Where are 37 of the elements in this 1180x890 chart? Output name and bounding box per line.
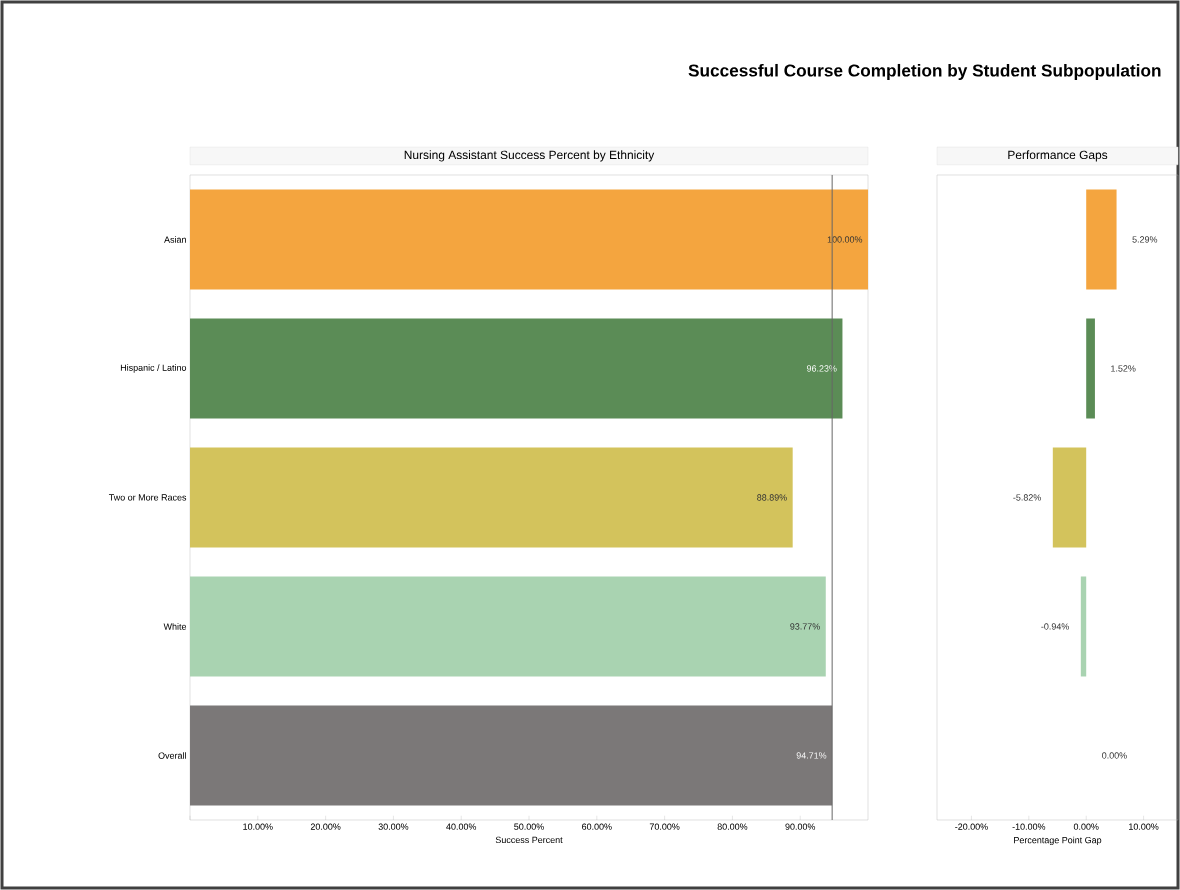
x-tick-label: 10.00% xyxy=(1129,823,1159,830)
data-label: -0.94% xyxy=(1041,623,1069,630)
data-label: 96.23% xyxy=(806,365,837,372)
x-axis-title: Percentage Point Gap xyxy=(1014,836,1102,846)
y-tick-label: White xyxy=(163,623,187,630)
text: Successful Course Completion by Student Subpopulation xyxy=(688,63,1161,81)
x-tick-label: 50.00% xyxy=(514,823,544,830)
data-label: 0.00% xyxy=(1102,752,1127,759)
y-tick-label: Overall xyxy=(158,752,186,759)
x-tick-label: 0.00% xyxy=(1073,823,1099,830)
x-tick-label: 30.00% xyxy=(378,823,409,830)
x-tick-label: 20.00% xyxy=(310,823,341,830)
y-tick-label: Asian xyxy=(164,236,186,243)
y-tick-label: Two or More Races xyxy=(108,494,187,501)
x-tick-label: 70.00% xyxy=(649,823,680,830)
x-tick-label: -10.00% xyxy=(1012,823,1046,830)
bar xyxy=(1086,318,1095,419)
chart-title: Performance Gaps xyxy=(1008,150,1108,162)
x-tick-label: 80.00% xyxy=(717,823,748,830)
data-label: 1.52% xyxy=(1111,365,1136,372)
data-label: 94.71% xyxy=(796,752,827,759)
x-tick-label: 40.00% xyxy=(446,823,477,830)
data-label: 88.89% xyxy=(757,494,787,501)
data-label: 100.00% xyxy=(827,236,863,243)
x-tick-label: -20.00% xyxy=(955,823,988,830)
bar xyxy=(1080,576,1087,677)
x-tick-label: 10.00% xyxy=(243,823,273,830)
x-tick-label: 60.00% xyxy=(582,823,612,830)
bar xyxy=(1052,447,1087,548)
data-label: -5.82% xyxy=(1013,494,1041,501)
data-label: 5.29% xyxy=(1132,236,1158,243)
x-tick-label: 90.00% xyxy=(785,823,816,830)
data-label: 93.77% xyxy=(790,623,820,630)
chart-title: Nursing Assistant Success Percent by Ethnicity xyxy=(404,150,655,162)
y-tick-label: Hispanic / Latino xyxy=(120,364,187,373)
bar xyxy=(1086,189,1117,290)
x-axis-title: Success Percent xyxy=(495,836,563,844)
